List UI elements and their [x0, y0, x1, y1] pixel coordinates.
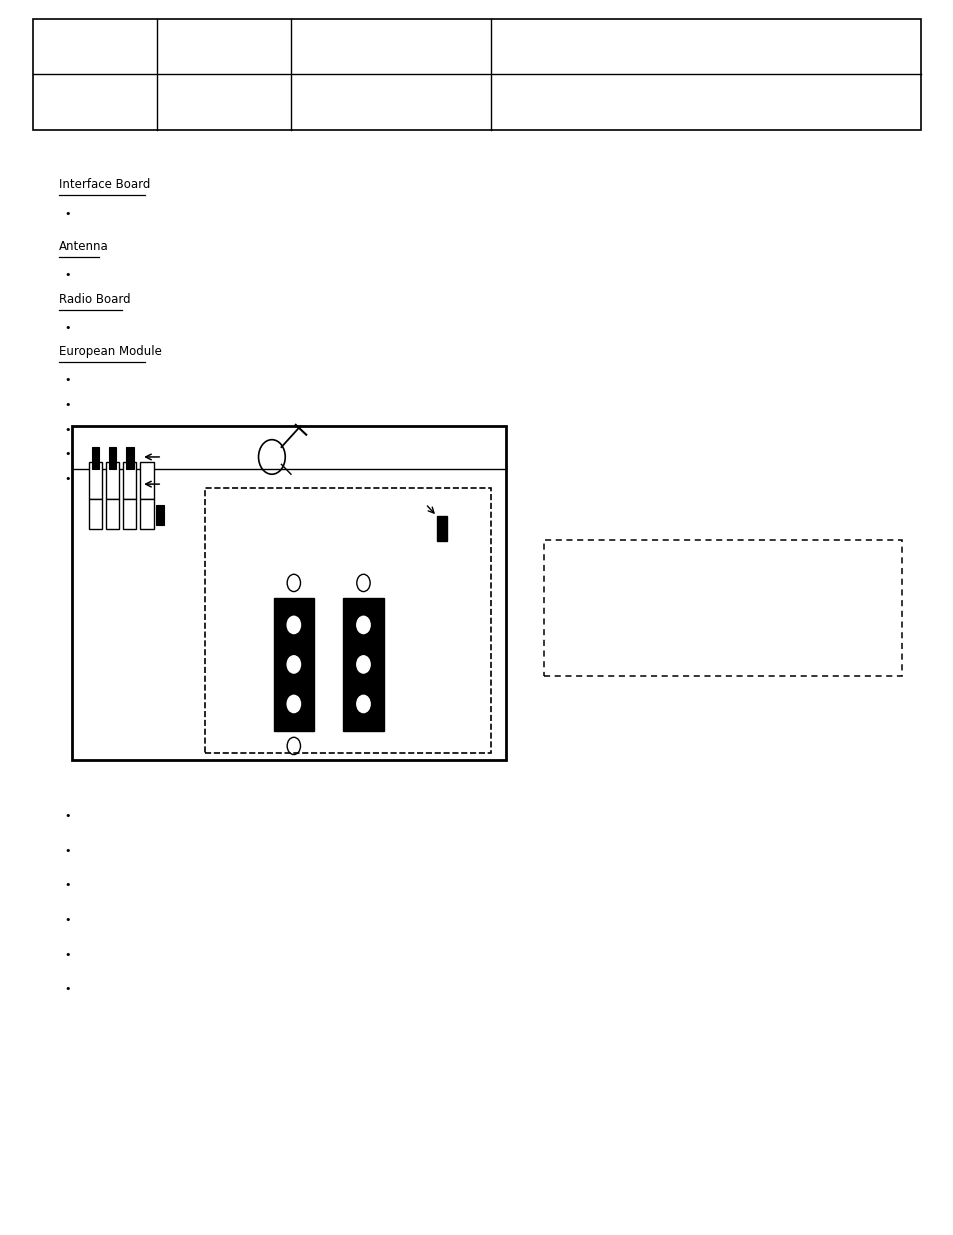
Text: Antenna: Antenna — [59, 240, 109, 253]
Bar — [71, 426, 505, 760]
Bar — [89, 499, 102, 529]
Text: •: • — [65, 846, 71, 856]
Text: •: • — [65, 425, 71, 435]
Text: •: • — [65, 400, 71, 410]
Circle shape — [287, 695, 300, 713]
Text: •: • — [65, 811, 71, 821]
Bar — [33, 19, 920, 130]
Bar — [155, 505, 164, 525]
Text: •: • — [65, 324, 71, 333]
Bar — [205, 488, 491, 753]
Bar — [109, 447, 116, 469]
Circle shape — [356, 616, 370, 634]
Text: •: • — [65, 474, 71, 484]
Text: Radio Board: Radio Board — [59, 293, 131, 306]
Bar — [123, 499, 136, 529]
Bar — [140, 499, 153, 529]
Bar — [106, 499, 119, 529]
Bar — [140, 462, 153, 499]
Bar — [543, 540, 901, 676]
Text: •: • — [65, 375, 71, 385]
Text: •: • — [65, 450, 71, 459]
Circle shape — [356, 695, 370, 713]
Bar — [123, 462, 136, 499]
Circle shape — [287, 656, 300, 673]
Bar — [274, 598, 314, 731]
Circle shape — [356, 656, 370, 673]
Text: •: • — [65, 881, 71, 890]
Bar — [126, 447, 133, 469]
Text: •: • — [65, 950, 71, 960]
Text: •: • — [65, 915, 71, 925]
Bar — [436, 516, 447, 541]
Text: European Module: European Module — [59, 345, 162, 358]
Bar — [91, 447, 99, 469]
Circle shape — [287, 616, 300, 634]
Text: •: • — [65, 984, 71, 994]
Bar — [343, 598, 383, 731]
Text: •: • — [65, 270, 71, 280]
Bar — [89, 462, 102, 499]
Bar — [106, 462, 119, 499]
Text: •: • — [65, 209, 71, 219]
Text: Interface Board: Interface Board — [59, 178, 151, 191]
